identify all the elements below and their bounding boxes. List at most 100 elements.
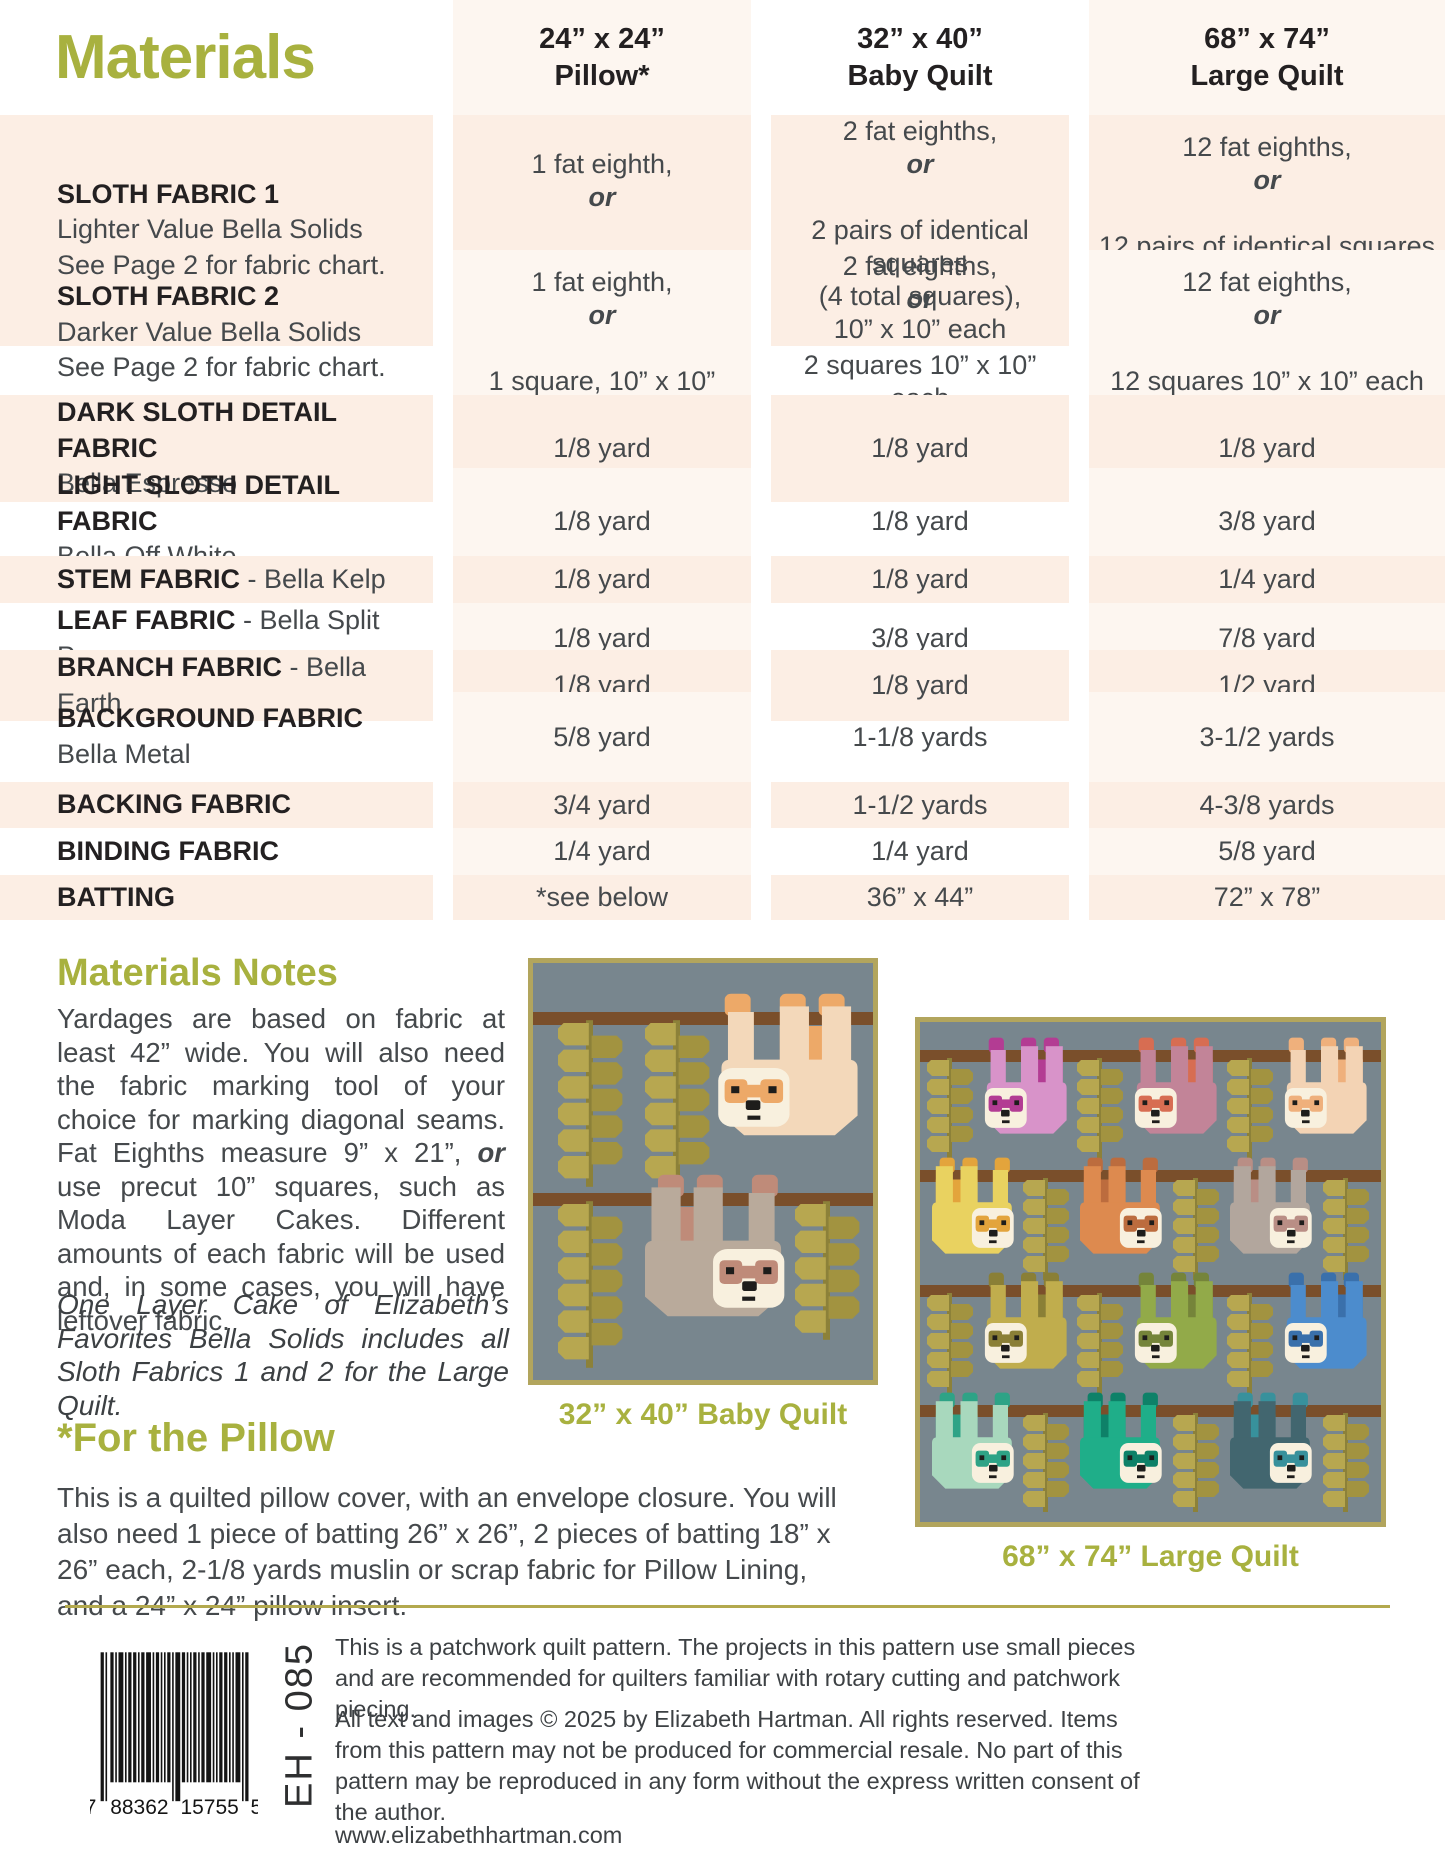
barcode: 7 88362 15755 5 — [90, 1652, 258, 1819]
sloth-block — [932, 1157, 1014, 1254]
materials-table-header: Materials 24” x 24” Pillow* 32” x 40” Ba… — [0, 0, 1445, 115]
cell-value: 72” x 78” — [1069, 875, 1445, 920]
cell-value: 5/8 yard — [1069, 828, 1445, 875]
sloth-block — [645, 1174, 785, 1317]
row-label: SLOTH FABRIC 2 — [57, 280, 280, 311]
cell-value: 2 fat eighths, or 2 pairs of identical sq… — [751, 115, 1069, 346]
layer-cake-note: One Layer Cake of Elizabeth’s Favorites … — [57, 1289, 509, 1421]
table-row: BACKGROUND FABRIC Bella Metal 5/8 yard 1-1/… — [0, 692, 1445, 782]
cell-value: 1/8 yard — [751, 650, 1069, 722]
sloth-block — [1230, 1392, 1312, 1489]
cell-value: 1/4 yard — [433, 828, 751, 875]
leaf-vine — [1323, 1413, 1369, 1512]
leaf-vine — [1227, 1293, 1273, 1395]
row-label-cell: BACKGROUND FABRIC Bella Metal — [0, 692, 433, 782]
materials-table: SLOTH FABRIC 1 Lighter Value Bella Solids… — [0, 115, 1445, 920]
leaf-vine — [927, 1293, 973, 1395]
svg-text:15755: 15755 — [181, 1796, 239, 1819]
cell-value: *see below — [433, 875, 751, 920]
column-header-pillow: 24” x 24” Pillow* — [433, 0, 751, 115]
row-label: BINDING FABRIC — [57, 835, 279, 866]
cell-value: 1/4 yard — [1069, 556, 1445, 603]
row-label-cell: BRANCH FABRIC - Bella Earth — [0, 650, 433, 722]
for-the-pillow-paragraph: This is a quilted pillow cover, with an … — [57, 1482, 837, 1621]
for-the-pillow-heading: *For the Pillow — [57, 1416, 335, 1460]
leaf-vine — [1077, 1058, 1123, 1160]
row-label: SLOTH FABRIC 1 — [57, 178, 280, 209]
sloth-block — [1230, 1157, 1312, 1254]
row-sublabel: Darker Value Bella Solids See Page 2 for… — [57, 316, 386, 383]
sloth-block — [1284, 1037, 1367, 1134]
cell-value: 1/8 yard — [433, 556, 751, 603]
leaf-vine — [1023, 1178, 1069, 1280]
table-row: DARK SLOTH DETAIL FABRIC Bella Espresso 1/… — [0, 395, 1445, 502]
cell-value: 3-1/2 yards — [1069, 692, 1445, 782]
table-row: LEAF FABRIC - Bella Split Pea1/8 yard3/8… — [0, 603, 1445, 675]
svg-text:5: 5 — [251, 1796, 258, 1819]
sloth-block — [984, 1037, 1067, 1134]
row-label-cell: SLOTH FABRIC 2 Darker Value Bella Solids … — [0, 250, 433, 415]
svg-text:88362: 88362 — [110, 1796, 168, 1819]
website-link[interactable]: www.elizabethhartman.com — [335, 1822, 623, 1848]
column-header-baby-quilt: 32” x 40” Baby Quilt — [751, 0, 1069, 115]
cell-value: 3/4 yard — [433, 782, 751, 828]
row-label-cell: STEM FABRIC - Bella Kelp — [0, 556, 433, 603]
leaf-vine — [558, 1020, 623, 1187]
cell-value: 1/8 yard — [751, 556, 1069, 603]
leaf-vine — [1077, 1293, 1123, 1395]
table-row: BRANCH FABRIC - Bella Earth 1/8 yard 1/8 y… — [0, 650, 1445, 722]
sloth-block — [718, 993, 858, 1136]
cell-value: 4-3/8 yards — [1069, 782, 1445, 828]
footer-description: This is a patchwork quilt pattern. The p… — [335, 1634, 1136, 1722]
materials-notes-heading: Materials Notes — [57, 952, 338, 994]
svg-text:7: 7 — [90, 1796, 96, 1819]
large-quilt-illustration — [915, 1017, 1386, 1527]
row-label: BACKGROUND FABRIC — [57, 703, 363, 734]
leaf-vine — [1323, 1178, 1369, 1280]
sloth-block — [1134, 1272, 1217, 1369]
cell-value: 1-1/8 yards — [751, 692, 1069, 782]
table-row: BATTING *see below 36” x 44” 72” x 78” — [0, 875, 1445, 920]
sloth-block — [932, 1392, 1014, 1489]
row-label-cell: BACKING FABRIC — [0, 782, 433, 828]
cell-value: 1-1/2 yards — [751, 782, 1069, 828]
baby-quilt-caption: 32” x 40” Baby Quilt — [558, 1398, 848, 1431]
cell-value: 1 fat eighth, or 1 square, 10” x 10” — [433, 250, 751, 415]
row-label-cell: BINDING FABRIC — [0, 828, 433, 875]
row-sublabel: Lighter Value Bella Solids See Page 2 fo… — [57, 214, 386, 281]
footer-copyright: All text and images © 2025 by Elizabeth … — [335, 1706, 1140, 1825]
table-row: SLOTH FABRIC 2 Darker Value Bella Solids … — [0, 250, 1445, 415]
leaf-vine — [1173, 1413, 1219, 1512]
sloth-block — [1080, 1157, 1162, 1254]
materials-notes-paragraph: Yardages are based on fabric at least 42… — [57, 1003, 505, 1336]
row-sublabel: Bella Espresso — [57, 468, 238, 499]
cell-value: 12 fat eighths, or 12 squares 10” x 10” e… — [1069, 250, 1445, 415]
table-row: BINDING FABRIC 1/4 yard 1/4 yard 5/8 yard — [0, 828, 1445, 875]
cell-value: 36” x 44” — [751, 875, 1069, 920]
large-quilt-caption: 68” x 74” Large Quilt — [1002, 1540, 1299, 1573]
leaf-vine — [645, 1020, 710, 1187]
leaf-vine — [558, 1201, 623, 1368]
table-row: STEM FABRIC - Bella Kelp 1/8 yard 1/8 yard… — [0, 556, 1445, 603]
cell-value: 2 fat eighths, or2 squares 10” x 10” eac… — [751, 250, 1069, 415]
row-label: BATTING — [57, 881, 175, 912]
sloth-block — [1284, 1272, 1367, 1369]
row-label: STEM FABRIC - Bella Kelp — [57, 563, 386, 594]
column-header-large-quilt: 68” x 74” Large Quilt — [1069, 0, 1445, 115]
page-title: Materials — [55, 22, 316, 92]
leaf-vine — [1173, 1178, 1219, 1280]
row-label: LIGHT SLOTH DETAIL FABRIC — [57, 470, 340, 536]
table-row: BACKING FABRIC 3/4 yard 1-1/2 yards 4-3/8 y… — [0, 782, 1445, 828]
leaf-vine — [927, 1058, 973, 1160]
row-label: BRANCH FABRIC - Bella Earth — [57, 652, 367, 718]
row-label: DARK SLOTH DETAIL FABRIC — [57, 397, 337, 463]
sloth-block — [1080, 1392, 1162, 1489]
row-label-cell: BATTING — [0, 875, 433, 920]
cell-value: 1/4 yard — [751, 828, 1069, 875]
row-label-cell: DARK SLOTH DETAIL FABRIC Bella Espresso — [0, 395, 433, 502]
leaf-vine — [1227, 1058, 1273, 1160]
pattern-sku: EH - 085 — [278, 1642, 321, 1808]
row-sublabel: Bella Metal — [57, 739, 191, 769]
